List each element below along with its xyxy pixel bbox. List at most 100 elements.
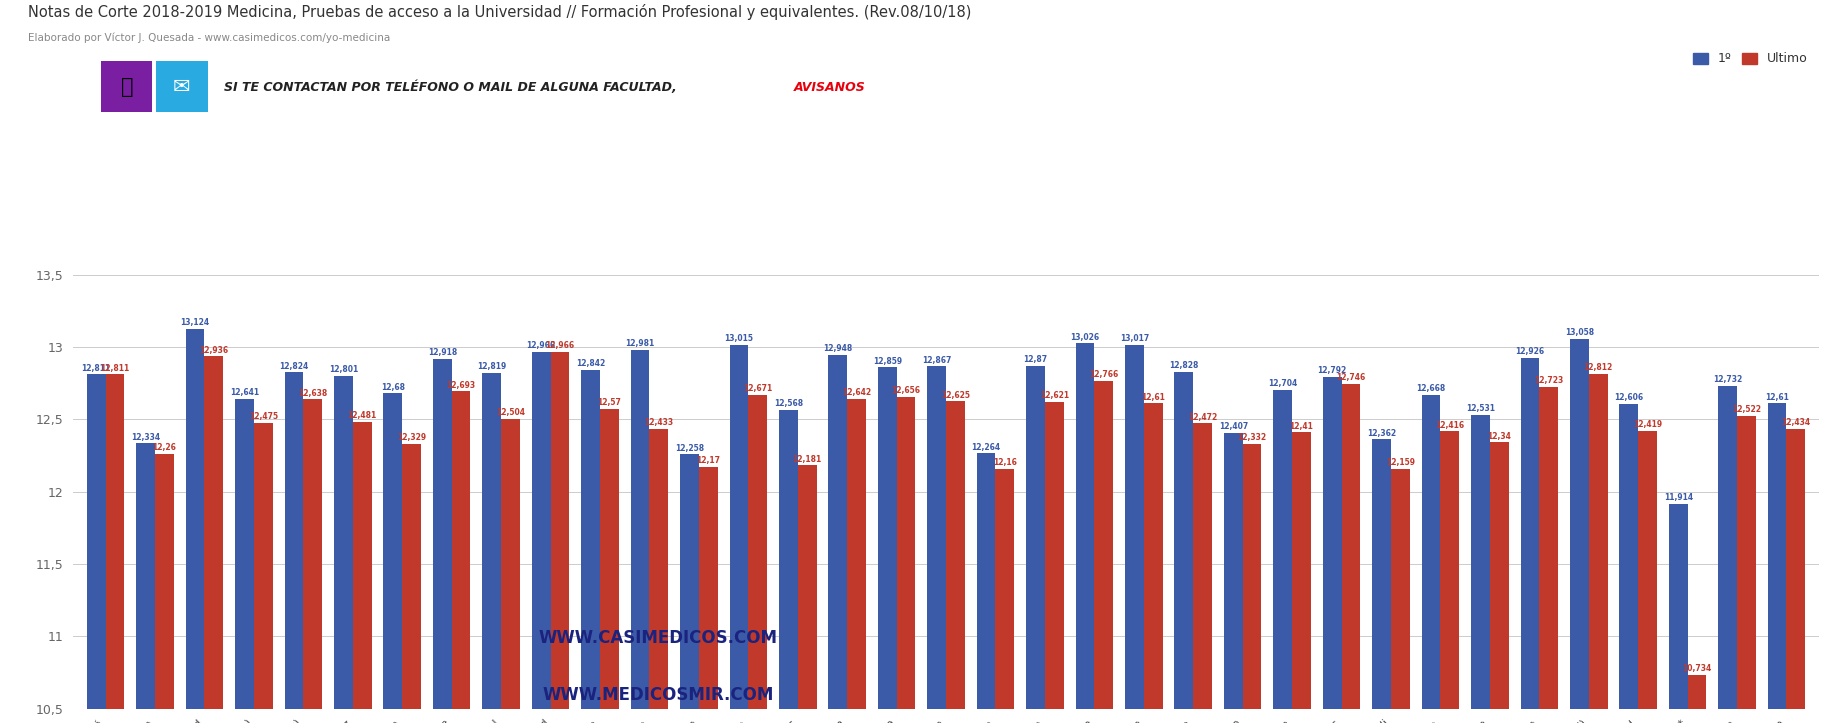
Bar [729,345,748,709]
Bar [1027,366,1045,709]
Bar [580,370,601,709]
Text: 12,766: 12,766 [1089,370,1119,379]
Text: 12,472: 12,472 [1189,413,1218,422]
Text: 12,41: 12,41 [1290,422,1313,431]
Text: 12,621: 12,621 [1040,391,1069,400]
Bar [154,454,175,709]
Bar [996,469,1014,709]
Bar [483,373,502,709]
Text: 12,481: 12,481 [347,411,377,420]
Text: 11,914: 11,914 [1664,493,1692,502]
Text: 12,801: 12,801 [329,365,358,374]
Text: 12,732: 12,732 [1714,375,1741,384]
Text: 12,181: 12,181 [792,455,821,463]
Bar [1291,432,1312,709]
Text: 12,568: 12,568 [773,399,803,408]
Bar [235,399,254,709]
Text: 12,656: 12,656 [891,386,920,395]
Bar [1639,431,1657,709]
Bar [1273,390,1291,709]
Text: SI TE CONTACTAN POR TELÉFONO O MAIL DE ALGUNA FACULTAD,: SI TE CONTACTAN POR TELÉFONO O MAIL DE A… [224,81,676,95]
Bar [1174,372,1194,709]
Text: 12,918: 12,918 [428,348,457,357]
Bar [254,423,272,709]
Bar [698,467,718,709]
Bar [1391,469,1409,709]
Bar [1521,358,1539,709]
Text: 12,434: 12,434 [1782,418,1811,427]
Bar [1223,433,1242,709]
Text: 12,966: 12,966 [527,341,557,350]
Text: 12,606: 12,606 [1615,393,1644,402]
Text: 12,68: 12,68 [380,382,404,392]
Bar [86,375,105,709]
Text: 12,966: 12,966 [546,341,575,350]
Text: 12,362: 12,362 [1367,429,1396,437]
Text: 13,058: 13,058 [1565,328,1595,337]
Text: 12,433: 12,433 [645,419,674,427]
Text: 12,87: 12,87 [1023,355,1047,364]
Text: 12,812: 12,812 [1583,364,1613,372]
Text: 12,334: 12,334 [130,432,160,442]
Text: 12,723: 12,723 [1534,377,1563,385]
Text: 12,26: 12,26 [152,443,176,453]
Bar [1076,343,1095,709]
Bar [1124,345,1144,709]
Bar [1341,384,1361,709]
Text: 12,332: 12,332 [1238,433,1268,442]
Text: 12,867: 12,867 [922,356,952,364]
Text: 12,329: 12,329 [397,433,426,442]
Bar [303,399,321,709]
Text: 12,981: 12,981 [625,339,654,348]
Text: Notas de Corte 2018-2019 Medicina, Pruebas de acceso a la Universidad // Formaci: Notas de Corte 2018-2019 Medicina, Prueb… [28,4,972,20]
Text: 12,828: 12,828 [1168,362,1198,370]
Legend: 1º, Ultimo: 1º, Ultimo [1688,48,1813,70]
Text: 12,638: 12,638 [298,389,327,398]
Bar [402,444,421,709]
Bar [878,367,896,709]
Text: 12,668: 12,668 [1416,385,1446,393]
Bar [1471,415,1490,709]
Bar [1738,416,1756,709]
Bar [1440,432,1459,709]
Bar [630,350,650,709]
Bar [1490,442,1508,709]
Text: 13,124: 13,124 [180,318,209,328]
Bar [1422,395,1440,709]
Bar [136,443,154,709]
Text: 12,693: 12,693 [446,381,476,390]
Text: 12,948: 12,948 [823,344,852,353]
Bar [285,372,303,709]
Bar [828,354,847,709]
Bar [1571,338,1589,709]
Text: 12,407: 12,407 [1218,422,1247,431]
Text: WWW.MEDICOSMIR.COM: WWW.MEDICOSMIR.COM [542,686,773,704]
Text: 13,017: 13,017 [1121,334,1148,343]
Bar [1372,440,1391,709]
Bar [896,397,915,709]
Bar [551,352,569,709]
Text: 12,504: 12,504 [496,408,525,417]
Bar [1194,424,1212,709]
Bar [334,376,353,709]
Bar [1144,403,1163,709]
Text: 12,811: 12,811 [101,364,130,372]
Bar [1688,675,1707,709]
Text: 12,57: 12,57 [597,398,621,408]
Text: Elaborado por Víctor J. Quesada - www.casimedicos.com/yo-medicina: Elaborado por Víctor J. Quesada - www.ca… [28,33,389,43]
Bar [531,352,551,709]
Text: 12,926: 12,926 [1516,347,1545,356]
Text: 12,842: 12,842 [577,359,604,368]
Bar [204,356,224,709]
Text: 12,475: 12,475 [248,412,277,422]
Bar [797,466,816,709]
Text: 12,671: 12,671 [744,384,772,393]
Text: 12,531: 12,531 [1466,404,1495,413]
Bar [1095,381,1113,709]
Text: 12,264: 12,264 [972,442,1001,452]
Text: 13,026: 13,026 [1071,333,1100,341]
Bar [1668,504,1688,709]
Bar [1767,403,1787,709]
Bar [601,409,619,709]
Text: 12,625: 12,625 [941,390,970,400]
